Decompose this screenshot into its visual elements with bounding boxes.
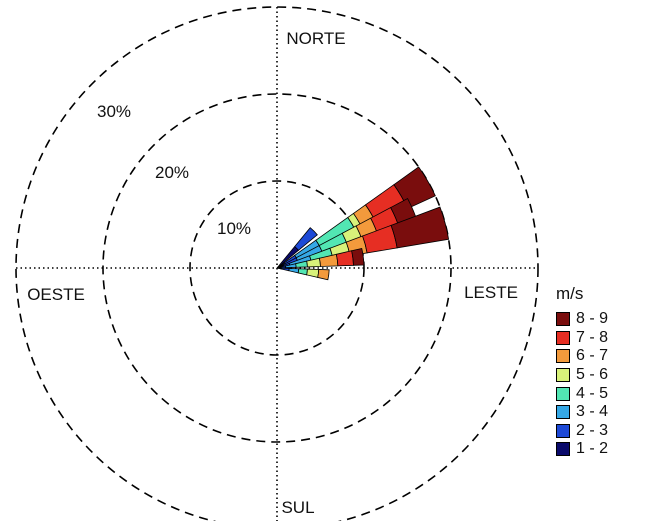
legend-swatch [556,368,570,383]
legend-label: 5 - 6 [576,366,609,384]
legend-item: 3 - 4 [556,403,646,422]
legend-label: 3 - 4 [576,403,609,421]
sector-97.5-bin-6 [317,269,330,281]
legend-item: 6 - 7 [556,347,646,366]
sector-97.5-bin-5 [306,268,320,278]
east-label: LESTE [464,283,518,302]
legend-label: 1 - 2 [576,440,609,458]
sector-97.5-bin-3 [288,268,300,274]
legend-item: 5 - 6 [556,366,646,385]
wind-sectors [276,166,450,281]
west-label: OESTE [27,285,85,304]
legend-label: 7 - 8 [576,328,609,346]
legend-label: 4 - 5 [576,384,609,402]
south-label: SUL [281,498,314,517]
radial-tick-30: 30% [97,102,131,121]
legend-swatch [556,386,570,401]
legend-label: 8 - 9 [576,310,609,328]
sector-60-bin-8 [393,166,436,210]
legend-swatch [556,405,570,420]
legend-item: 8 - 9 [556,310,646,329]
grid-ring-30 [15,6,539,521]
radial-tick-20: 20% [155,163,189,182]
legend-label: 6 - 7 [576,347,609,365]
legend-swatch [556,423,570,438]
legend-label: 2 - 3 [576,421,609,439]
legend-swatch [556,330,570,345]
sector-45-bin-2 [294,227,318,251]
legend-title: m/s [556,284,584,303]
legend-item: 2 - 3 [556,422,646,441]
sector-97.5-bin-2 [280,267,290,272]
sector-75-bin-8 [390,206,450,249]
sector-82.5-bin-8 [351,247,365,266]
north-label: NORTE [286,29,345,48]
legend-item: 7 - 8 [556,329,646,348]
legend-swatch [556,312,570,327]
legend-swatch [556,442,570,457]
legend-item: 1 - 2 [556,440,646,459]
legend-item: 4 - 5 [556,384,646,403]
direction-axes [16,7,538,521]
radial-tick-10: 10% [217,219,251,238]
legend-swatch [556,349,570,364]
sector-97.5-bin-4 [297,268,308,276]
